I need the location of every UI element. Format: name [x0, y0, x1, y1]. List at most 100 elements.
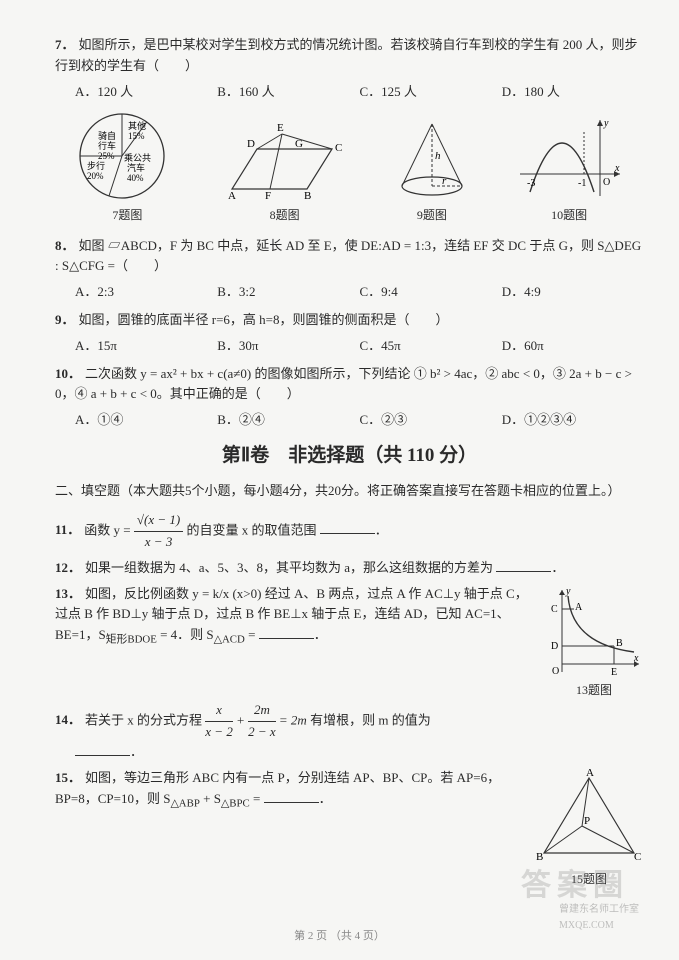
- figure-9: h r 9题图: [387, 114, 477, 225]
- question-9: 9．如图，圆锥的底面半径 r=6，高 h=8，则圆锥的侧面积是（ ）: [55, 310, 644, 331]
- q14-num: 14．: [55, 712, 81, 727]
- q14-formula: xx − 2 + 2m2 − x = 2m: [205, 700, 307, 743]
- fig13-C: C: [551, 604, 558, 615]
- question-10: 10．二次函数 y = ax² + bx + c(a≠0) 的图像如图所示，下列…: [55, 364, 644, 406]
- wm2-text: 曾建东名师工作室: [559, 904, 639, 915]
- fig13-caption: 13题图: [544, 681, 644, 700]
- q12-num: 12．: [55, 560, 81, 575]
- question-15-wrap: 15．如图，等边三角形 ABC 内有一点 P，分别连结 AP、BP、CP。若 A…: [55, 768, 644, 889]
- q7-text: 如图所示，是巴中某校对学生到校方式的情况统计图。若该校骑自行车到校的学生有 20…: [55, 37, 638, 73]
- fig9-r: r: [442, 175, 447, 187]
- q13-sub: 矩形BDOE: [106, 634, 157, 646]
- q9-choices: A．15π B．30π C．45π D．60π: [75, 336, 644, 357]
- fig13-O: O: [552, 666, 559, 677]
- fig8-C: C: [335, 142, 342, 154]
- q10-choice-a: A．①④: [75, 410, 217, 431]
- fig15-A: A: [586, 768, 594, 779]
- fig13-y: y: [565, 586, 571, 597]
- fig15-B: B: [536, 851, 543, 863]
- triangle-icon: A B C P: [534, 768, 644, 868]
- pie-bike-label: 骑自行车25%: [98, 130, 116, 161]
- q7-choice-a: A．120 人: [75, 82, 217, 103]
- q14-text-a: 若关于 x 的分式方程: [85, 712, 205, 727]
- fig10-caption: 10题图: [512, 206, 627, 225]
- q11-blank: [320, 520, 375, 534]
- fig9-h: h: [435, 150, 441, 162]
- parallelogram-icon: A B C D E F G: [217, 119, 352, 204]
- fig13-B: B: [616, 638, 623, 649]
- figure-10: -3 -1 O x y 10题图: [512, 114, 627, 225]
- q11-text-a: 函数 y =: [84, 522, 134, 537]
- q15-blank: [264, 789, 319, 803]
- question-8: 8．如图 ▱ABCD，F 为 BC 中点，延长 AD 至 E，使 DE:AD =…: [55, 236, 644, 278]
- page: 7．如图所示，是巴中某校对学生到校方式的情况统计图。若该校骑自行车到校的学生有 …: [0, 0, 679, 960]
- q11-formula: √(x − 1)x − 3: [134, 510, 183, 553]
- question-13-wrap: 13．如图，反比例函数 y = k/x (x>0) 经过 A、B 两点，过点 A…: [55, 584, 644, 700]
- q14-blank: [75, 742, 130, 756]
- pie-walk-label: 步行20%: [87, 160, 105, 181]
- fig15-caption: 15题图: [534, 870, 644, 889]
- fig8-G: G: [295, 138, 303, 150]
- pie-chart-icon: 骑自行车25% 其他15% 乘公共汽车40% 步行20%: [72, 109, 182, 204]
- q9-choice-c: C．45π: [360, 336, 502, 357]
- fig9-caption: 9题图: [387, 206, 477, 225]
- pie-other-label: 其他15%: [128, 120, 146, 141]
- question-15: 15．如图，等边三角形 ABC 内有一点 P，分别连结 AP、BP、CP。若 A…: [55, 768, 526, 884]
- q13-text-b: = 4．则 S: [157, 627, 214, 642]
- question-12: 12．如果一组数据为 4、a、5、3、8，其平均数为 a，那么这组数据的方差为 …: [55, 558, 644, 579]
- cone-icon: h r: [387, 114, 477, 204]
- question-11: 11．函数 y = √(x − 1)x − 3 的自变量 x 的取值范围 ．: [55, 510, 644, 553]
- fig8-E: E: [277, 122, 284, 134]
- q10-choice-d: D．①②③④: [502, 410, 644, 431]
- fig8-D: D: [247, 138, 255, 150]
- fig10-neg3: -3: [527, 178, 535, 189]
- q8-choices: A．2:3 B．3:2 C．9:4 D．4:9: [75, 282, 644, 303]
- q7-choices: A．120 人 B．160 人 C．125 人 D．180 人: [75, 82, 644, 103]
- fig13-E: E: [611, 667, 617, 678]
- figure-7: 骑自行车25% 其他15% 乘公共汽车40% 步行20% 7题图: [72, 109, 182, 225]
- fig15-P: P: [584, 815, 590, 827]
- q8-choice-a: A．2:3: [75, 282, 217, 303]
- q8-num: 8．: [55, 238, 75, 253]
- q13-blank: [259, 625, 314, 639]
- fig8-A: A: [228, 190, 236, 202]
- q13-sub2: △ACD: [214, 634, 245, 646]
- figure-8: A B C D E F G 8题图: [217, 119, 352, 225]
- parabola-icon: -3 -1 O x y: [512, 114, 627, 204]
- q7-choice-b: B．160 人: [217, 82, 359, 103]
- hyperbola-icon: A C D B E O x y: [544, 584, 644, 679]
- section-2-title: 第Ⅱ卷 非选择题（共 110 分）: [55, 441, 644, 471]
- q15-sub: △ABP: [170, 798, 199, 810]
- q10-text: 二次函数 y = ax² + bx + c(a≠0) 的图像如图所示，下列结论 …: [55, 366, 632, 402]
- q7-num: 7．: [55, 37, 75, 52]
- q7-choice-d: D．180 人: [502, 82, 644, 103]
- page-footer: 第 2 页 （共 4 页）: [0, 928, 679, 946]
- figure-15: A B C P 15题图: [534, 768, 644, 889]
- q15-num: 15．: [55, 770, 81, 785]
- fig13-A: A: [575, 602, 583, 613]
- q8-choice-d: D．4:9: [502, 282, 644, 303]
- fig10-neg1: -1: [578, 178, 586, 189]
- q12-blank: [496, 558, 551, 572]
- question-13: 13．如图，反比例函数 y = k/x (x>0) 经过 A、B 两点，过点 A…: [55, 584, 536, 695]
- question-7: 7．如图所示，是巴中某校对学生到校方式的情况统计图。若该校骑自行车到校的学生有 …: [55, 35, 644, 77]
- fig13-D: D: [551, 641, 558, 652]
- q11-num: 11．: [55, 522, 80, 537]
- q15-text-b: + S: [200, 791, 221, 806]
- q9-choice-b: B．30π: [217, 336, 359, 357]
- q11-text-b: 的自变量 x 的取值范围: [183, 522, 320, 537]
- figure-13: A C D B E O x y 13题图: [544, 584, 644, 700]
- fig8-B: B: [304, 190, 311, 202]
- q13-num: 13．: [55, 586, 81, 601]
- q15-sub2: △BPC: [221, 798, 250, 810]
- q9-choice-d: D．60π: [502, 336, 644, 357]
- q9-choice-a: A．15π: [75, 336, 217, 357]
- q8-choice-c: C．9:4: [360, 282, 502, 303]
- q7-choice-c: C．125 人: [360, 82, 502, 103]
- fig8-caption: 8题图: [217, 206, 352, 225]
- fig8-F: F: [265, 190, 271, 202]
- q13-text-c: =: [245, 627, 259, 642]
- q8-text: 如图 ▱ABCD，F 为 BC 中点，延长 AD 至 E，使 DE:AD = 1…: [55, 238, 641, 274]
- q9-num: 9．: [55, 312, 75, 327]
- figure-row: 骑自行车25% 其他15% 乘公共汽车40% 步行20% 7题图 A B C D…: [55, 109, 644, 225]
